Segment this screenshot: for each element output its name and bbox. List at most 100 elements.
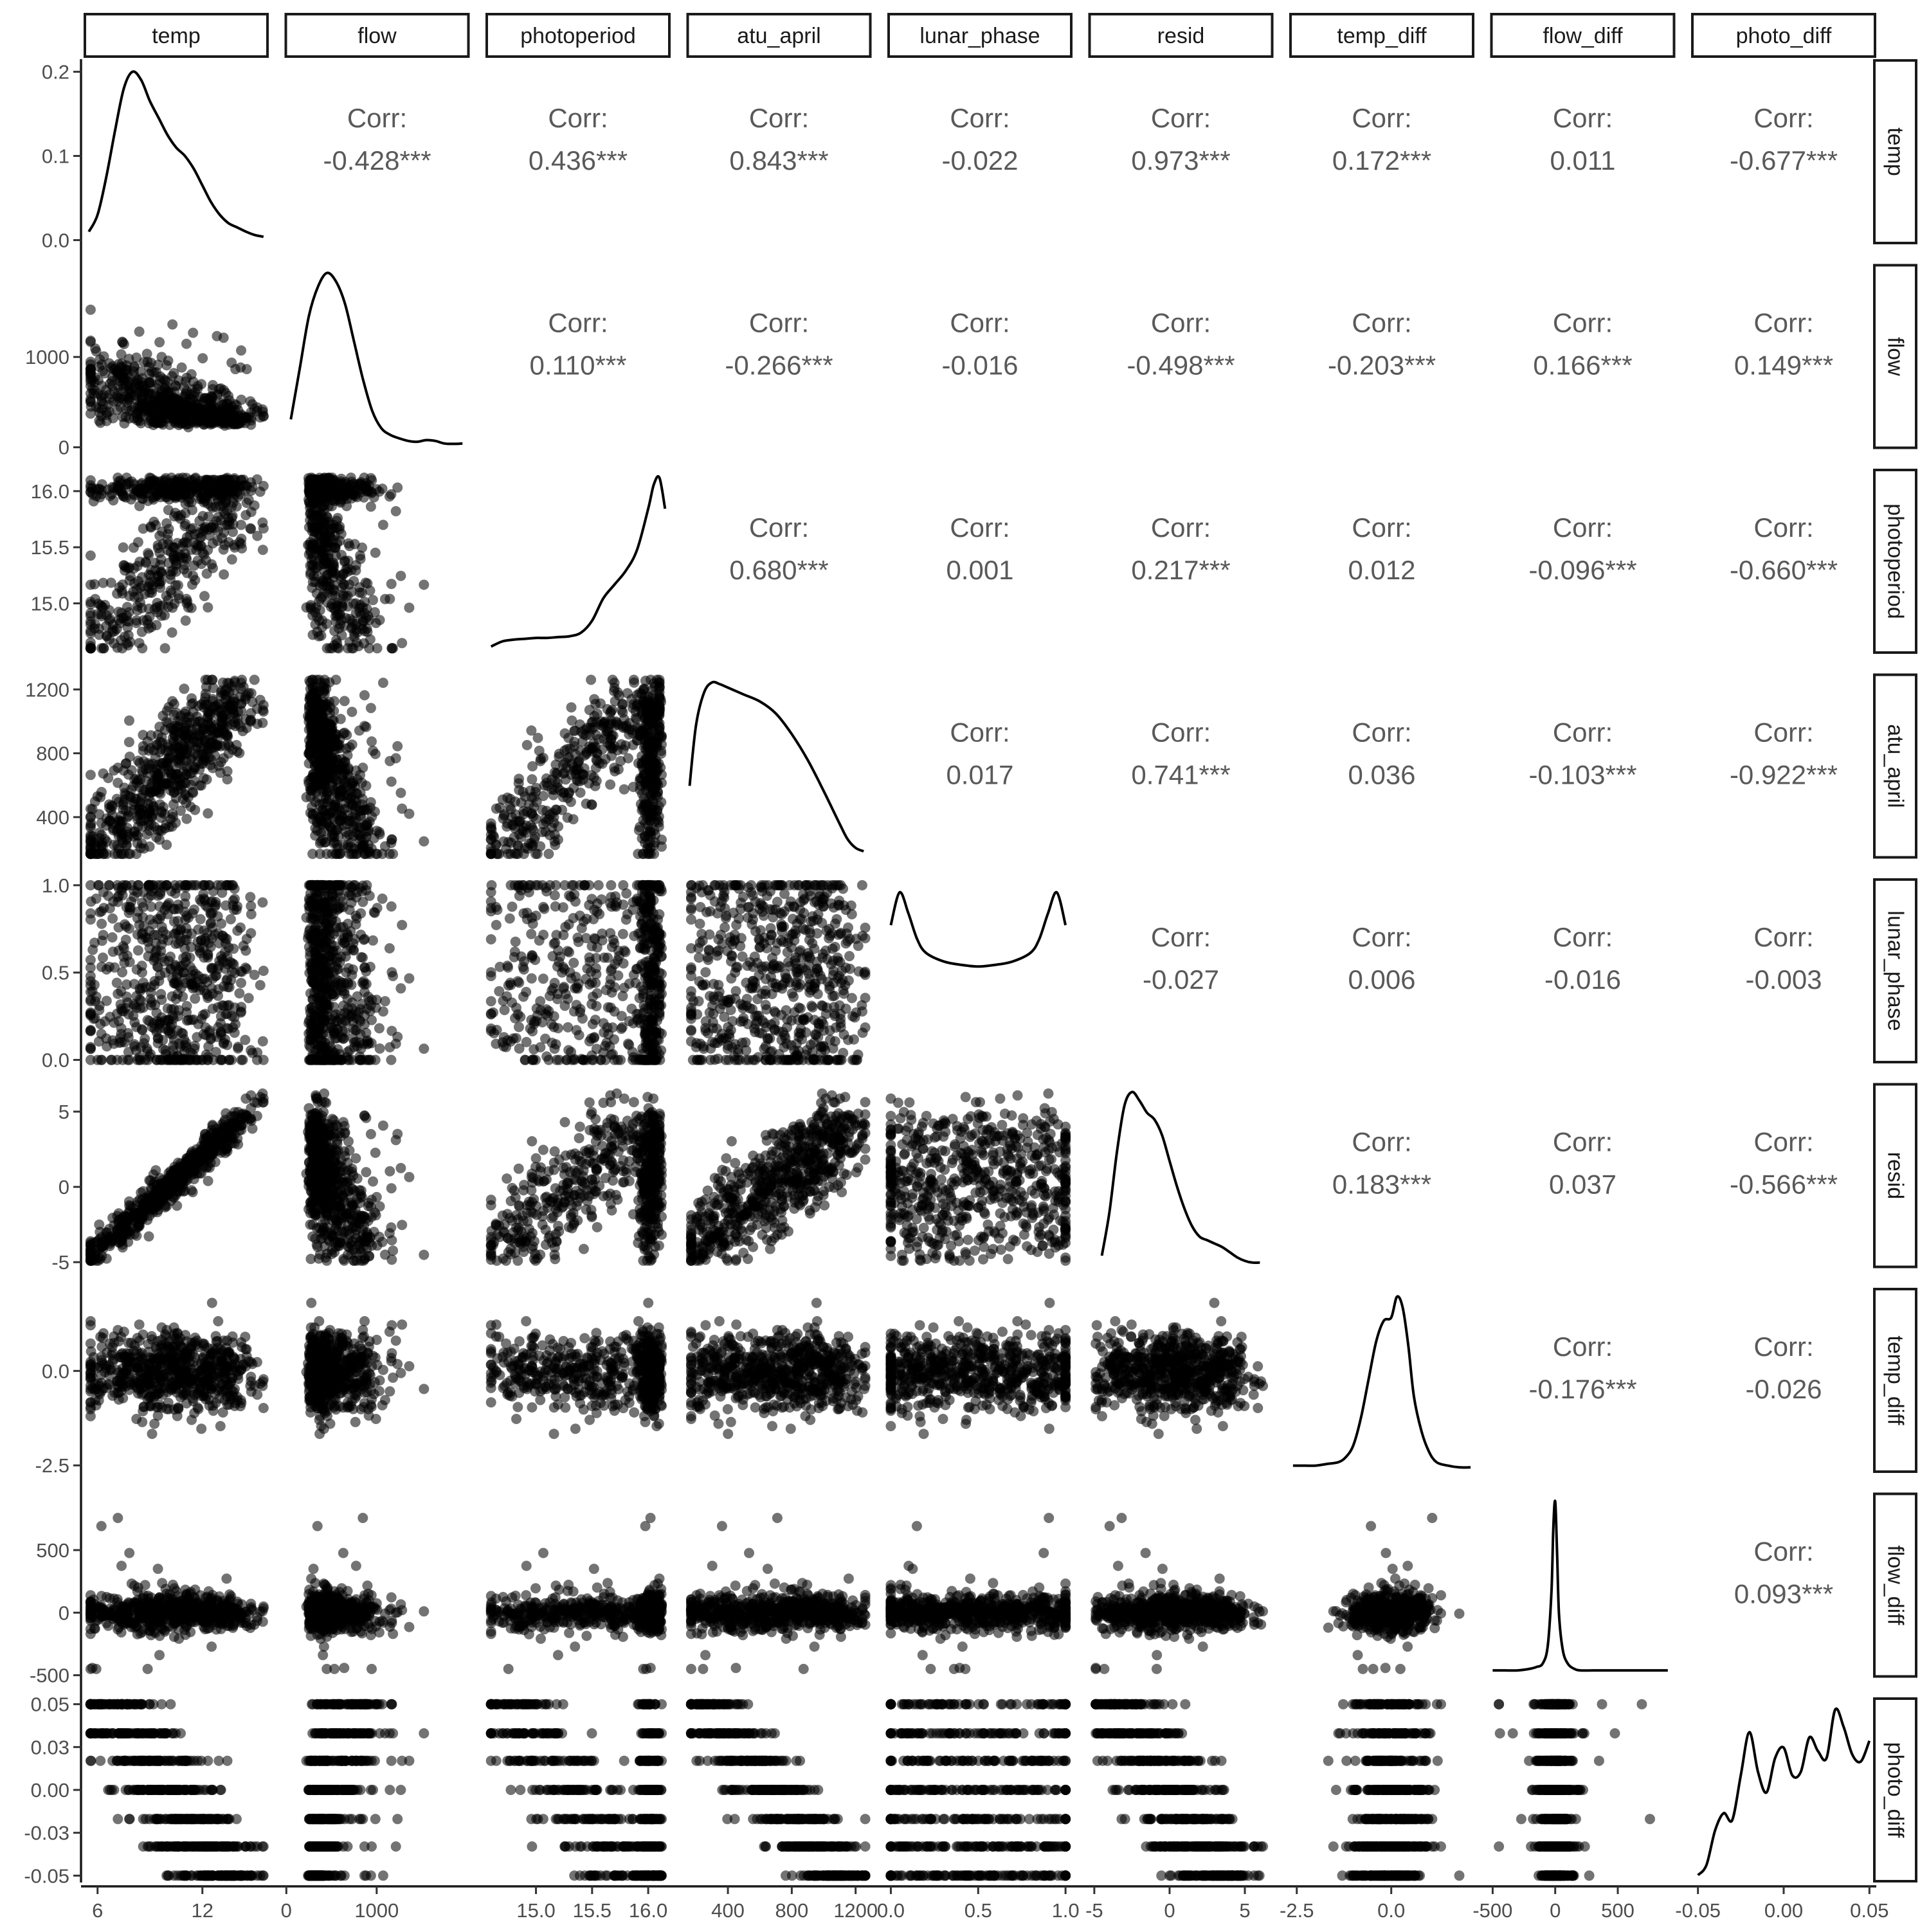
corr-cell-photoperiod-lunar_phase: Corr:0.001 bbox=[946, 512, 1013, 585]
scatter-point bbox=[236, 539, 246, 549]
scatter-point bbox=[188, 328, 198, 338]
scatter-point bbox=[527, 774, 537, 784]
corr-label: Corr: bbox=[1352, 922, 1411, 952]
scatter-point bbox=[107, 372, 118, 382]
scatter-point bbox=[134, 758, 145, 768]
y-tick-label-atu_april: 400 bbox=[36, 806, 69, 829]
scatter-point bbox=[167, 627, 177, 638]
scatter-point bbox=[143, 550, 154, 560]
scatter-point bbox=[163, 356, 174, 366]
scatter-point bbox=[134, 984, 145, 994]
scatter-cell-atu_april-vs-temp bbox=[86, 674, 269, 859]
scatter-point bbox=[122, 473, 132, 483]
scatter-point bbox=[169, 699, 179, 709]
scatter-point bbox=[212, 734, 222, 745]
scatter-point bbox=[570, 725, 580, 736]
corr-cell-resid-photo_diff: Corr:-0.566*** bbox=[1730, 1127, 1838, 1200]
corr-value: -0.922*** bbox=[1730, 760, 1838, 790]
scatter-point bbox=[386, 777, 397, 787]
corr-label: Corr: bbox=[1352, 718, 1411, 748]
scatter-point bbox=[610, 683, 620, 693]
scatter-point bbox=[137, 968, 147, 978]
scatter-point bbox=[186, 406, 196, 416]
row-strip-lunar_phase: lunar_phase bbox=[1874, 880, 1916, 1062]
scatter-point bbox=[638, 685, 649, 696]
corr-label: Corr: bbox=[1352, 308, 1411, 338]
scatter-point bbox=[118, 766, 129, 776]
scatter-point bbox=[134, 557, 145, 567]
scatter-point bbox=[91, 491, 102, 501]
row-strip-temp: temp bbox=[1874, 60, 1916, 243]
y-tick-label-temp: 0.0 bbox=[42, 229, 69, 251]
scatter-point bbox=[217, 400, 228, 410]
scatter-point bbox=[172, 925, 183, 935]
x-tick-label-atu_april: 400 bbox=[711, 1899, 745, 1922]
scatter-point bbox=[137, 805, 147, 815]
scatter-point bbox=[227, 681, 237, 691]
x-tick-label-flow_diff: -500 bbox=[1472, 1899, 1512, 1922]
scatter-point bbox=[142, 1046, 152, 1056]
scatter-point bbox=[95, 827, 105, 838]
scatter-point bbox=[186, 1015, 197, 1025]
scatter-point bbox=[107, 801, 118, 811]
corr-cell-temp-flow_diff: Corr:0.011 bbox=[1550, 103, 1616, 176]
scatter-point bbox=[249, 674, 260, 685]
scatter-point bbox=[343, 816, 353, 826]
scatter-point bbox=[180, 419, 190, 429]
scatter-point bbox=[242, 364, 252, 374]
scatter-point bbox=[167, 991, 177, 1002]
scatter-point bbox=[94, 624, 104, 634]
scatter-point bbox=[543, 849, 554, 859]
scatter-point bbox=[586, 674, 596, 685]
scatter-point bbox=[147, 997, 157, 1007]
scatter-point bbox=[252, 1055, 262, 1065]
scatter-point bbox=[202, 568, 212, 579]
scatter-point bbox=[329, 832, 340, 842]
corr-label: Corr: bbox=[1352, 1127, 1411, 1157]
scatter-point bbox=[340, 696, 350, 706]
scatter-point bbox=[98, 768, 109, 779]
scatter-point bbox=[217, 475, 228, 485]
y-tick-label-photo_diff: 0.00 bbox=[31, 1779, 69, 1801]
scatter-point bbox=[518, 806, 529, 817]
scatter-point bbox=[190, 993, 200, 1004]
scatter-point bbox=[526, 725, 536, 736]
scatter-point bbox=[589, 711, 599, 721]
scatter-point bbox=[334, 536, 345, 546]
scatter-point bbox=[524, 838, 534, 849]
scatter-point bbox=[385, 756, 395, 766]
scatter-point bbox=[172, 538, 183, 548]
scatter-point bbox=[186, 780, 196, 790]
scatter-point bbox=[107, 624, 118, 635]
corr-value: 0.017 bbox=[946, 760, 1013, 790]
scatter-point bbox=[147, 366, 157, 377]
corr-value: 0.036 bbox=[1348, 760, 1415, 790]
scatter-point bbox=[96, 1055, 106, 1065]
scatter-point bbox=[147, 880, 158, 890]
scatter-point bbox=[179, 548, 190, 559]
scatter-point bbox=[180, 748, 190, 759]
scatter-point bbox=[138, 887, 149, 898]
corr-label: Corr: bbox=[1753, 308, 1813, 338]
scatter-point bbox=[178, 794, 188, 804]
scatter-point bbox=[173, 721, 183, 732]
corr-label: Corr: bbox=[1553, 308, 1613, 338]
scatter-point bbox=[113, 473, 123, 483]
scatter-point bbox=[593, 734, 604, 745]
scatter-point bbox=[386, 489, 396, 500]
scatter-point bbox=[94, 880, 104, 890]
scatter-point bbox=[325, 643, 335, 653]
scatter-point bbox=[388, 643, 398, 653]
scatter-point bbox=[109, 765, 119, 775]
scatter-point bbox=[185, 768, 195, 779]
scatter-point bbox=[221, 483, 231, 494]
scatter-point bbox=[553, 822, 563, 832]
scatter-point bbox=[352, 801, 362, 811]
scatter-point bbox=[140, 1055, 150, 1065]
scatter-point bbox=[238, 1055, 248, 1065]
scatter-point bbox=[86, 1043, 96, 1054]
corr-label: Corr: bbox=[1553, 922, 1613, 952]
scatter-point bbox=[397, 920, 407, 930]
scatter-point bbox=[228, 1022, 238, 1033]
scatter-point bbox=[374, 827, 385, 837]
